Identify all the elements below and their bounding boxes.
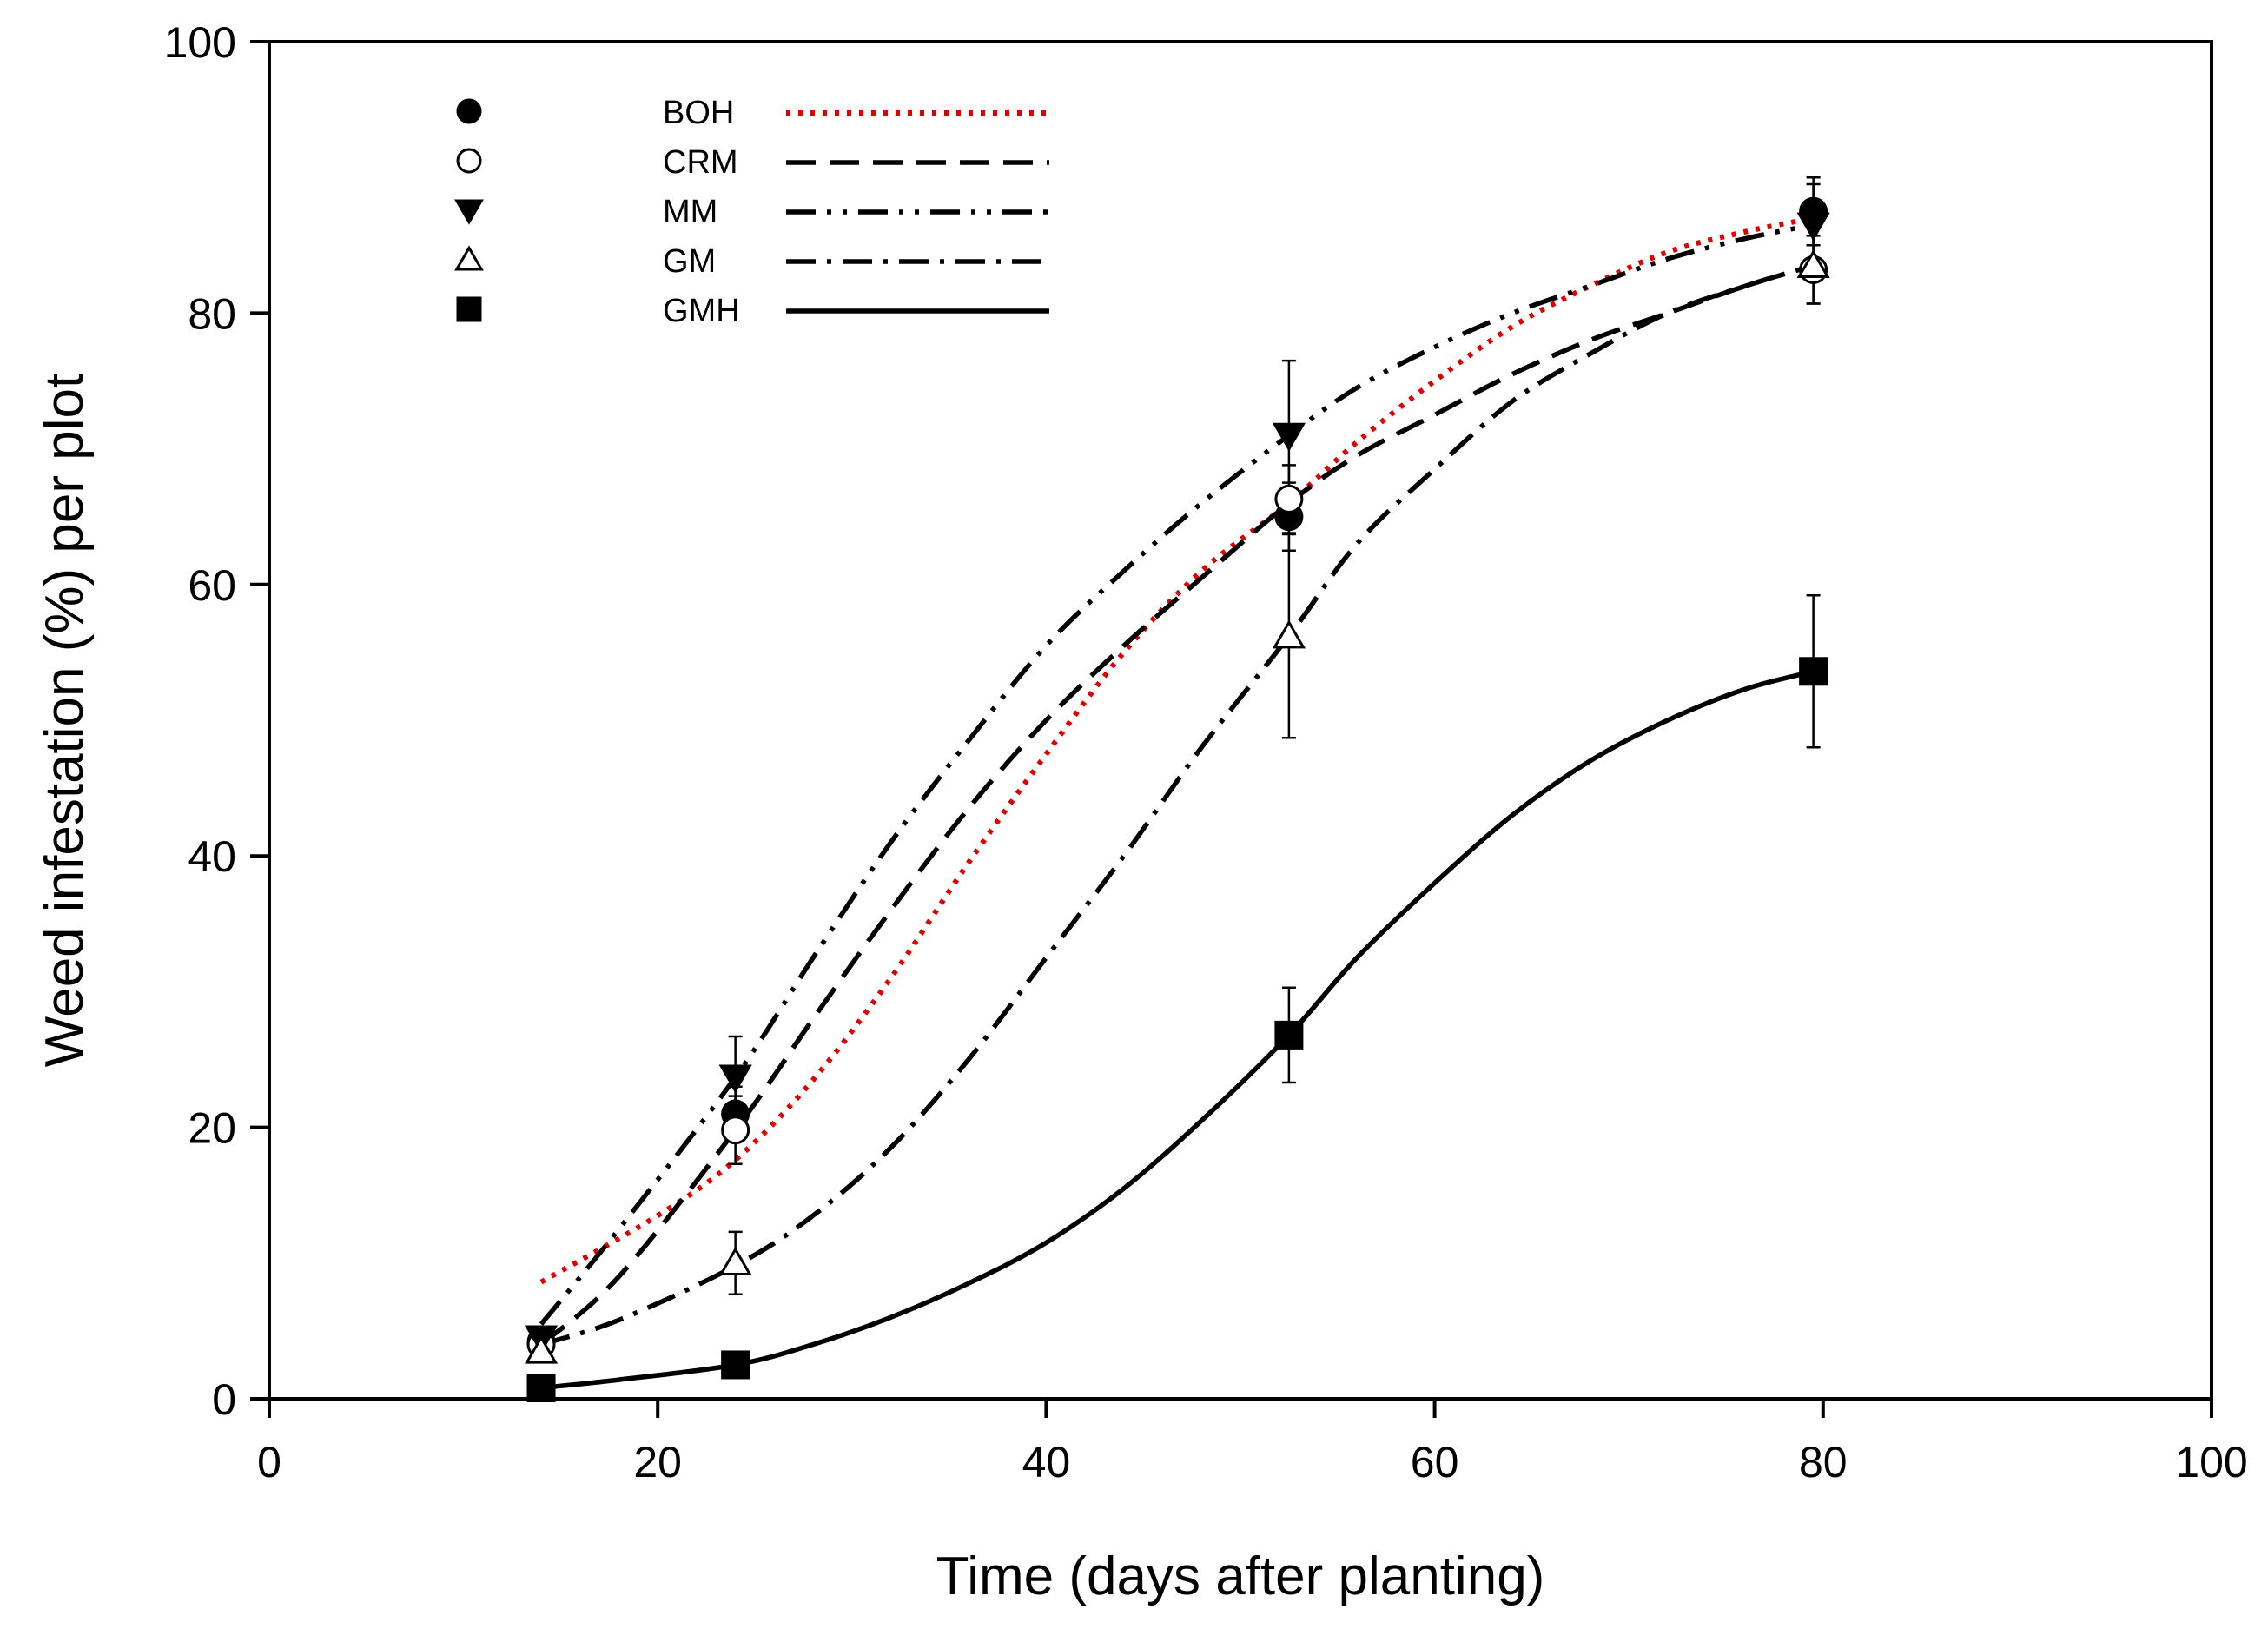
fit-line-crm xyxy=(539,263,1815,1347)
fit-line-gm xyxy=(540,263,1815,1348)
marker-gm-2 xyxy=(1272,619,1306,649)
legend: BOH CRM MM GM GMH xyxy=(454,95,1049,329)
x-tick-label: 100 xyxy=(2175,1438,2247,1487)
fit-lines xyxy=(539,215,1815,1391)
legend-entry-mm: MM xyxy=(454,194,1049,230)
legend-entry-boh: BOH xyxy=(456,95,1049,131)
x-tick-label: 80 xyxy=(1799,1438,1848,1487)
y-tick-label: 80 xyxy=(188,289,236,338)
y-tick-label: 0 xyxy=(212,1375,236,1424)
legend-label: MM xyxy=(663,194,717,230)
fit-line-mm xyxy=(539,222,1815,1326)
marker-gm-3 xyxy=(1796,248,1830,278)
plot-frame xyxy=(268,40,2213,1401)
marker-crm-2 xyxy=(1274,484,1304,513)
y-tick-label: 100 xyxy=(164,18,236,67)
axes: 0 20 40 60 80 100 0 20 40 60 80 100 xyxy=(164,18,2248,1487)
legend-marker xyxy=(456,98,482,124)
legend-label: BOH xyxy=(663,95,734,131)
x-tick-label: 60 xyxy=(1411,1438,1459,1487)
marker-mm-2 xyxy=(1272,422,1306,452)
y-tick-label: 20 xyxy=(188,1104,236,1153)
x-tick-label: 0 xyxy=(257,1438,281,1487)
marker-gmh-0 xyxy=(526,1374,556,1403)
marker-gmh-2 xyxy=(1274,1020,1304,1050)
marker-gm-1 xyxy=(718,1247,752,1276)
x-axis-title: Time (days after planting) xyxy=(936,1546,1545,1606)
legend-entry-crm: CRM xyxy=(456,144,1049,181)
marker-crm-1 xyxy=(721,1116,750,1145)
legend-entry-gm: GM xyxy=(454,243,1049,280)
y-axis-title: Weed infestation (%) per plot xyxy=(35,374,95,1067)
marker-gmh-1 xyxy=(721,1350,750,1380)
legend-label: GMH xyxy=(663,293,740,329)
legend-marker xyxy=(454,199,484,225)
y-tick-label: 60 xyxy=(188,561,236,610)
x-tick-label: 40 xyxy=(1022,1438,1071,1487)
legend-label: GM xyxy=(663,243,716,280)
marker-gmh-3 xyxy=(1799,657,1828,686)
legend-entry-gmh: GMH xyxy=(456,293,1049,329)
legend-label: CRM xyxy=(663,144,738,181)
legend-marker xyxy=(454,245,484,271)
y-tick-label: 40 xyxy=(188,832,236,881)
legend-marker xyxy=(456,148,482,174)
fit-line-boh xyxy=(539,215,1815,1285)
data-markers xyxy=(524,196,1830,1403)
fit-line-gmh xyxy=(540,669,1815,1391)
marker-gm-0 xyxy=(524,1334,559,1364)
marker-mm-3 xyxy=(1796,212,1830,242)
marker-mm-1 xyxy=(718,1064,752,1094)
legend-marker xyxy=(456,296,482,322)
error-bars xyxy=(534,175,1821,1395)
x-tick-label: 20 xyxy=(633,1438,682,1487)
